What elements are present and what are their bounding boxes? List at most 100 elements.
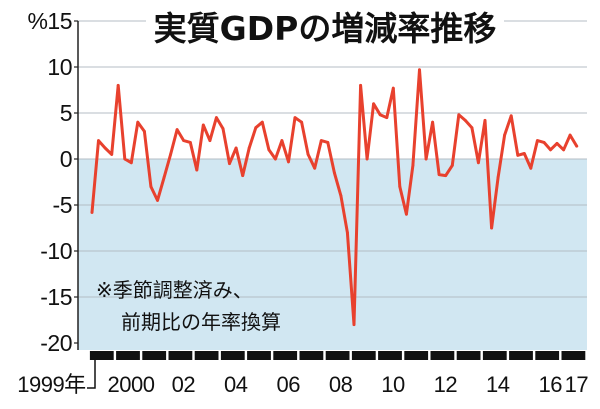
data-point — [490, 226, 493, 230]
data-point — [136, 120, 140, 124]
year-band-segment — [168, 351, 193, 360]
year-band-segment — [535, 351, 560, 360]
year-band-segment — [273, 351, 298, 360]
data-point — [333, 171, 336, 175]
data-point — [562, 148, 565, 152]
data-point — [110, 153, 114, 156]
data-point — [293, 116, 297, 119]
year-band-segment — [351, 351, 376, 360]
data-point — [405, 212, 408, 216]
data-point — [418, 68, 421, 72]
data-point — [457, 113, 461, 117]
y-unit-label: % — [27, 8, 47, 34]
year-band-segment — [220, 351, 245, 360]
data-point — [260, 120, 264, 124]
x-tick-label: 1999年 — [17, 372, 85, 397]
data-point — [542, 141, 546, 144]
year-band-segment — [482, 351, 507, 360]
y-tick-value: 15 — [47, 8, 72, 34]
data-point — [391, 86, 395, 90]
data-point — [208, 139, 212, 143]
x-tick-label: 10 — [381, 372, 405, 397]
year-band-segment — [299, 351, 324, 360]
data-point — [483, 119, 487, 122]
data-point — [424, 157, 428, 161]
data-point — [319, 139, 323, 143]
data-point — [450, 164, 454, 167]
data-point — [529, 166, 533, 170]
data-point — [123, 157, 127, 161]
data-point — [129, 161, 133, 165]
y-tick-label: -5 — [53, 192, 72, 218]
data-point — [470, 126, 474, 130]
year-band-segment — [325, 351, 350, 360]
data-point — [431, 120, 434, 124]
data-point — [372, 102, 375, 106]
data-point — [306, 153, 310, 156]
data-point — [201, 123, 205, 127]
data-point — [169, 153, 173, 156]
x-tick-label: 12 — [434, 372, 458, 397]
data-point — [568, 133, 572, 137]
data-point — [221, 127, 225, 130]
year-band-segment — [456, 351, 481, 360]
y-tick-label: -20 — [40, 330, 72, 356]
data-point — [352, 323, 356, 326]
year-band-segment — [194, 351, 219, 360]
data-point — [143, 130, 146, 133]
data-point — [378, 113, 382, 117]
y-tick-label: 0 — [60, 146, 72, 172]
data-point — [549, 148, 552, 152]
y-axis-layer: %15 10 5 0 -5 -10 -15 -20 — [27, 8, 78, 356]
data-point — [326, 141, 330, 144]
year-band-segment — [430, 351, 455, 360]
chart-title: 実質GDPの増減率推移 — [154, 9, 497, 48]
data-point — [385, 116, 389, 119]
data-point — [254, 126, 258, 130]
data-point — [103, 146, 107, 150]
note-line-2: 前期比の年率換算 — [121, 310, 281, 334]
year-band-segment — [247, 351, 271, 360]
x-tick-label: 08 — [329, 372, 353, 397]
year-band-segment — [142, 351, 167, 360]
data-point — [188, 141, 192, 144]
data-point — [149, 185, 153, 189]
data-point — [509, 114, 513, 118]
data-point — [175, 128, 179, 132]
year-band-segment — [561, 351, 586, 360]
data-point — [398, 185, 402, 189]
x-tick-label: 02 — [172, 372, 196, 397]
data-point — [496, 176, 500, 179]
x-tick-label: 06 — [276, 372, 300, 397]
data-point — [280, 139, 284, 143]
data-point — [411, 164, 415, 167]
title-background — [146, 2, 504, 48]
data-point — [444, 174, 448, 178]
data-point — [215, 116, 218, 119]
data-point — [463, 119, 467, 122]
below-zero-area — [78, 159, 587, 350]
year-band — [89, 351, 586, 360]
data-point — [162, 176, 166, 179]
note-line-1: ※季節調整済み、 — [96, 278, 253, 302]
data-point — [365, 157, 369, 161]
y-tick-label: -15 — [40, 284, 72, 310]
axis-start-bracket — [87, 360, 96, 389]
note: ※季節調整済み、 前期比の年率換算 — [96, 278, 281, 334]
data-point — [90, 211, 94, 214]
data-point — [116, 84, 120, 87]
x-tick-label: 04 — [224, 372, 248, 397]
year-band-segment — [378, 351, 402, 360]
x-axis-labels: 1999年 2000 02 04 06 08 10 12 14 16 17 — [17, 372, 589, 397]
data-point — [241, 174, 245, 178]
data-point — [156, 199, 159, 202]
year-band-segment — [116, 351, 140, 360]
data-point — [195, 168, 199, 172]
data-point — [555, 142, 559, 145]
data-point — [182, 139, 186, 143]
x-tick-label: 14 — [486, 372, 510, 397]
x-tick-label: 16 — [538, 372, 562, 397]
data-point — [228, 162, 231, 166]
